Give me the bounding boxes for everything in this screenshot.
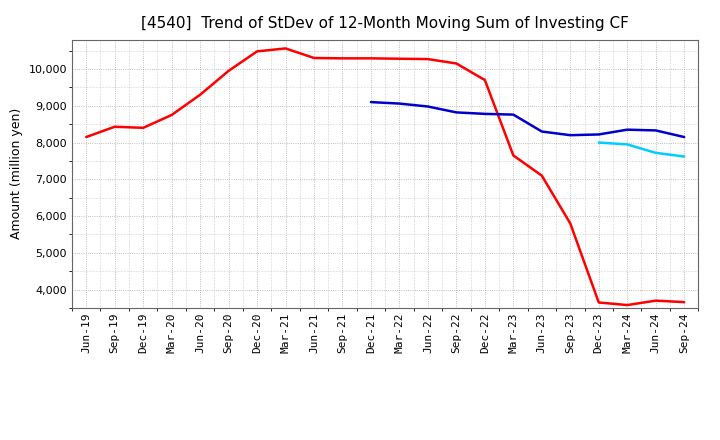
Title: [4540]  Trend of StDev of 12-Month Moving Sum of Investing CF: [4540] Trend of StDev of 12-Month Moving…: [141, 16, 629, 32]
Y-axis label: Amount (million yen): Amount (million yen): [10, 108, 23, 239]
Legend: 3 Years, 5 Years, 7 Years, 10 Years: 3 Years, 5 Years, 7 Years, 10 Years: [176, 434, 595, 440]
